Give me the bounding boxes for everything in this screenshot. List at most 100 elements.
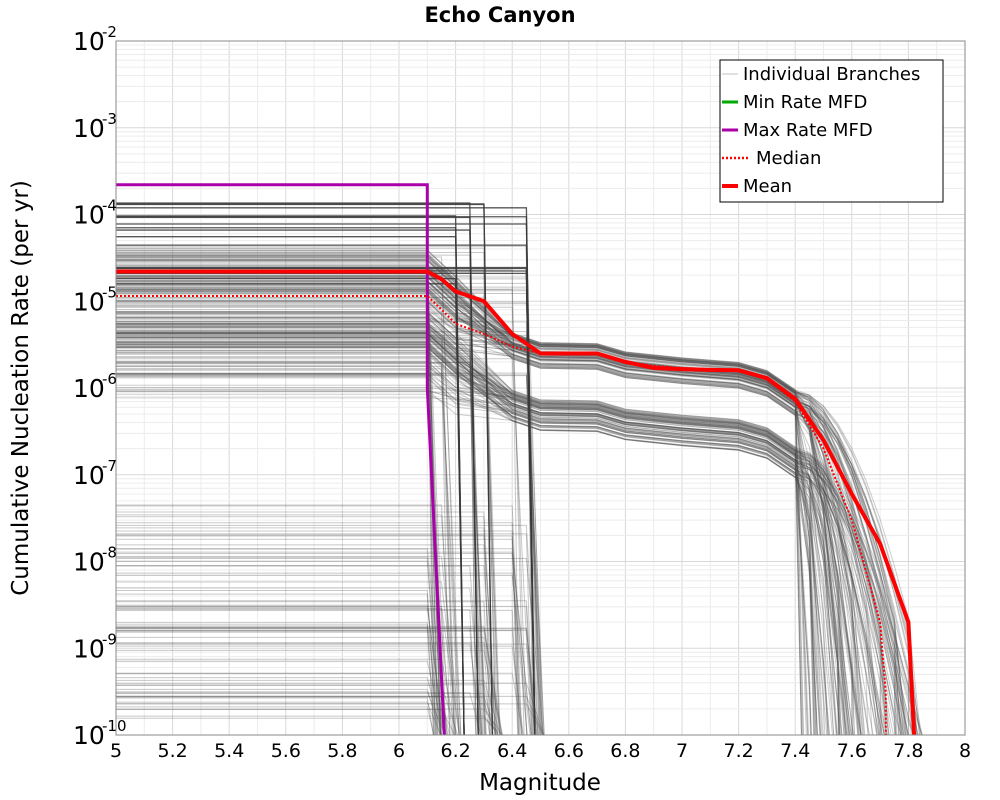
branch-line (116, 346, 833, 735)
branch-line (116, 272, 855, 735)
branch-line (116, 342, 850, 735)
branch-line (116, 325, 824, 735)
branch-line (116, 377, 812, 735)
branch-line (116, 349, 818, 735)
branch-line (116, 334, 540, 735)
branch-line (116, 622, 435, 735)
branch-line (116, 628, 538, 735)
y-tick-exponent: -3 (102, 110, 117, 128)
branch-line (116, 344, 852, 735)
branch-line (116, 289, 525, 735)
branch-line (116, 629, 537, 735)
branch-line (116, 373, 821, 735)
branch-line (116, 333, 847, 735)
branch-line (116, 275, 898, 735)
branch-line (116, 357, 907, 735)
branch-line (116, 555, 461, 735)
branch-line (116, 376, 812, 735)
branch-line (116, 311, 896, 735)
plot-frame (115, 40, 966, 736)
y-tick-base: 10 (73, 721, 105, 750)
branch-line (116, 572, 528, 735)
branch-line (116, 287, 849, 735)
branch-line (116, 249, 862, 735)
x-tick-label: 6 (393, 740, 405, 762)
branch-line (116, 609, 519, 735)
branch-line (116, 272, 918, 735)
chart-title: Echo Canyon (424, 3, 575, 27)
branch-line (116, 321, 904, 735)
branch-line (116, 373, 871, 735)
branch-line (116, 642, 491, 735)
branch-line (116, 372, 542, 735)
branch-line (116, 636, 496, 735)
branch-line (116, 679, 501, 735)
branch-line (116, 274, 809, 735)
branch-line (116, 316, 841, 735)
branch-line (116, 332, 878, 735)
branch-line (116, 362, 451, 735)
branch-line (116, 556, 442, 735)
branch-line (116, 345, 854, 735)
branch-line (116, 581, 460, 735)
x-tick-label: 6.4 (497, 740, 527, 762)
branch-line (116, 321, 543, 735)
branch-line (116, 346, 855, 735)
branch-line (116, 343, 830, 735)
branch-line (116, 266, 851, 735)
legend-box (719, 59, 944, 203)
branch-line (116, 360, 909, 735)
branch-line (116, 254, 905, 735)
branch-line (116, 332, 830, 735)
branch-line (116, 280, 920, 735)
y-tick-base: 10 (73, 461, 105, 490)
branch-line (116, 324, 818, 735)
branch-line (116, 291, 853, 735)
branch-line (116, 353, 851, 735)
grid (115, 41, 966, 736)
branch-line (116, 605, 460, 735)
branch-line (116, 337, 923, 735)
branch-line (116, 289, 828, 735)
branch-line (116, 331, 839, 735)
x-tick-label: 6.8 (610, 740, 640, 762)
y-tick-label: 10-2 (73, 23, 117, 56)
legend-label: Max Rate MFD (743, 120, 873, 141)
branch-line (116, 281, 881, 735)
branch-line (116, 344, 902, 735)
branch-line (116, 256, 887, 735)
branch-line (116, 601, 492, 735)
y-tick-label: 10-6 (73, 370, 117, 403)
branch-line (116, 365, 880, 735)
y-tick-label: 10-4 (73, 197, 117, 230)
x-tick-label: 7.8 (893, 740, 923, 762)
branch-line (116, 624, 442, 735)
x-tick-label: 5.4 (214, 740, 244, 762)
branch-line (116, 264, 845, 735)
branch-line (116, 643, 538, 735)
branch-line (116, 375, 543, 735)
branch-line (116, 708, 456, 735)
branch-line (116, 609, 477, 735)
branch-line (116, 533, 533, 735)
branch-line (116, 358, 532, 735)
branch-line (116, 630, 502, 735)
branch-line (116, 280, 802, 735)
branch-line (116, 384, 882, 735)
branch-line (116, 341, 897, 735)
branch-line (116, 391, 880, 735)
branch-line (116, 227, 465, 735)
y-tick-base: 10 (73, 634, 105, 663)
branch-line (116, 343, 837, 735)
branch-line (116, 706, 435, 735)
branch-line (116, 691, 446, 735)
branch-line (116, 350, 826, 735)
branch-line (116, 695, 544, 735)
y-tick-label: 10-3 (73, 110, 117, 143)
branch-line (116, 627, 479, 735)
branch-line (116, 265, 890, 735)
branch-line (116, 298, 848, 735)
branch-line (116, 373, 462, 735)
branch-line (116, 334, 821, 735)
branch-line (116, 350, 802, 735)
